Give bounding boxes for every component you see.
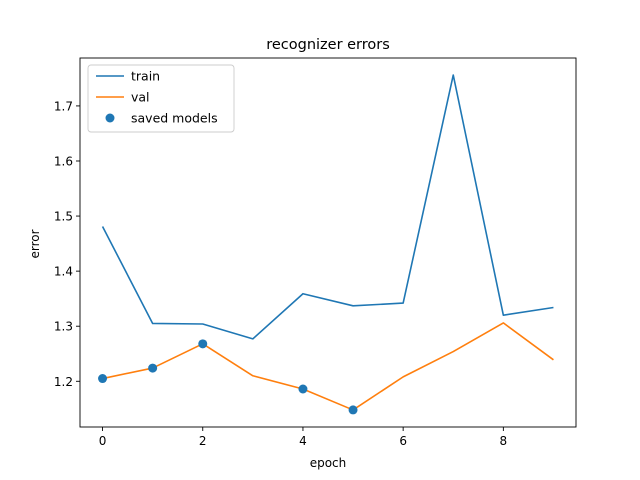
scatter-point	[298, 384, 308, 394]
legend-label-train: train	[131, 69, 160, 84]
legend-label-val: val	[131, 90, 150, 105]
y-tick-label: 1.3	[54, 320, 73, 334]
plot-frame	[79, 57, 577, 428]
y-tick-label: 1.2	[54, 375, 73, 389]
y-axis-label: error	[28, 229, 42, 258]
scatter-point	[348, 405, 358, 415]
series-line-val	[102, 322, 554, 411]
x-axis-label: epoch	[310, 456, 347, 470]
x-tick-label: 4	[299, 434, 307, 448]
x-tick-label: 6	[399, 434, 407, 448]
legend-box	[87, 64, 235, 133]
y-tick-label: 1.6	[54, 154, 73, 168]
y-tick-label: 1.4	[54, 265, 73, 279]
legend-label-saved-models: saved models	[131, 111, 218, 126]
chart-title: recognizer errors	[266, 37, 390, 53]
x-tick-label: 2	[199, 434, 207, 448]
x-tick-label: 0	[99, 434, 107, 448]
scatter-point	[148, 363, 158, 373]
y-tick-label: 1.7	[54, 99, 73, 113]
scatter-point	[98, 374, 108, 384]
legend-swatch-saved-models	[105, 113, 115, 123]
y-tick-label: 1.5	[54, 210, 73, 224]
scatter-point	[198, 339, 208, 349]
plot-area: 0 2 4 6 8 1.2 1.3 1.4 1.5 1.6 1.7 train val saved mod…	[54, 57, 577, 448]
series-line-train	[101, 74, 554, 340]
x-tick-label: 8	[500, 434, 508, 448]
